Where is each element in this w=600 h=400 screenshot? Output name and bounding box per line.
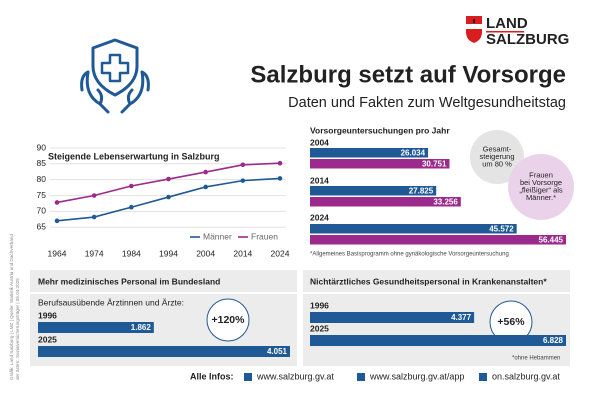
category-label: 1996 bbox=[38, 310, 57, 320]
x-tick-label: 1984 bbox=[122, 248, 141, 258]
point bbox=[240, 178, 246, 183]
point bbox=[91, 214, 97, 220]
category-label: 2024 bbox=[310, 212, 329, 222]
subtitle: Daten und Fakten zum Weltgesundheitstag bbox=[288, 95, 566, 111]
annotation: um 80 % bbox=[482, 159, 512, 168]
source: Grafik: Land Salzburg | LMZ | Quelle: St… bbox=[9, 234, 20, 380]
annotation: Gesamt- bbox=[483, 144, 512, 153]
point bbox=[54, 218, 60, 224]
logo-text: SALZBURG bbox=[486, 31, 569, 48]
bar bbox=[310, 148, 429, 158]
bubble bbox=[470, 130, 524, 184]
bar bbox=[38, 346, 290, 357]
bar bbox=[310, 335, 566, 346]
bar bbox=[310, 235, 566, 245]
point bbox=[277, 176, 283, 181]
point bbox=[129, 183, 134, 189]
y-tick-label: 70 bbox=[37, 206, 47, 216]
x-tick-label: 2004 bbox=[196, 248, 215, 258]
title: Salzburg setzt auf Vorsorge bbox=[250, 61, 566, 88]
point bbox=[54, 200, 60, 205]
x-tick-label: 2014 bbox=[233, 248, 252, 258]
point bbox=[203, 169, 208, 175]
value-label: 4.377 bbox=[451, 313, 472, 322]
annotation: Männer.* bbox=[526, 193, 556, 202]
chart-title: Vorsorgeuntersuchungen pro Jahr bbox=[310, 125, 450, 135]
bar bbox=[310, 159, 450, 169]
x-tick-label: 1994 bbox=[159, 248, 178, 258]
x-tick-label: 2024 bbox=[271, 248, 290, 258]
y-tick-label: 65 bbox=[37, 221, 47, 231]
category-label: 2025 bbox=[310, 323, 329, 333]
point bbox=[166, 194, 171, 200]
category-label: 2014 bbox=[310, 175, 329, 185]
value-label: 30.751 bbox=[422, 159, 447, 168]
point bbox=[240, 162, 246, 168]
chart-title: Mehr medizinisches Personal im Bundeslan… bbox=[38, 276, 220, 286]
annotation: bei Vorsorge bbox=[520, 178, 562, 187]
category-label: 2025 bbox=[38, 334, 57, 344]
y-tick-label: 90 bbox=[37, 142, 47, 152]
chart-title: Nichtärztliches Gesundheitspersonal in K… bbox=[310, 276, 547, 286]
y-tick-label: 80 bbox=[37, 174, 47, 184]
bar bbox=[310, 197, 461, 207]
footer-link[interactable]: www.salzburg.gv.at bbox=[256, 371, 334, 381]
legend-label: Männer bbox=[203, 231, 232, 241]
note: *Allgemeines Basisprogramm ohne gynäkolo… bbox=[310, 252, 509, 258]
panel bbox=[30, 140, 292, 264]
value-label: 45.572 bbox=[489, 224, 514, 233]
bar bbox=[38, 322, 154, 333]
link-icon bbox=[357, 373, 365, 381]
annotation: steigerung bbox=[479, 152, 514, 161]
legend-label: Frauen bbox=[251, 231, 278, 241]
y-tick-label: 75 bbox=[37, 190, 47, 200]
point bbox=[129, 204, 134, 210]
annotation: „fleißiger“ als bbox=[519, 186, 563, 195]
link-icon bbox=[244, 373, 252, 381]
bar bbox=[310, 186, 437, 196]
link-icon bbox=[479, 373, 487, 381]
x-tick-label: 1974 bbox=[85, 248, 104, 258]
badge-text: +56% bbox=[497, 316, 525, 328]
chart-title: Steigende Lebenserwartung in Salzburg bbox=[48, 151, 220, 161]
value-label: 1.862 bbox=[131, 323, 152, 332]
footer-link[interactable]: on.salzburg.gv.at bbox=[492, 371, 560, 381]
y-tick-label: 85 bbox=[37, 158, 47, 168]
badge bbox=[206, 298, 250, 342]
value-label: 33.256 bbox=[433, 197, 458, 206]
point bbox=[277, 160, 283, 166]
footer-link[interactable]: www.salzburg.gv.at/app bbox=[369, 371, 464, 381]
value-label: 4.051 bbox=[267, 347, 288, 356]
logo-text: LAND bbox=[486, 15, 528, 32]
annotation: Frauen bbox=[529, 171, 553, 180]
value-label: 26.034 bbox=[401, 148, 426, 157]
category-label: 1996 bbox=[310, 300, 329, 310]
bubble bbox=[508, 154, 574, 220]
footer-label: Alle Infos: bbox=[190, 371, 234, 381]
health-icon bbox=[80, 38, 150, 114]
value-label: 27.825 bbox=[409, 186, 434, 195]
source-text: der österr. Sozialversicherungsträger | … bbox=[15, 278, 20, 380]
chart-subtitle: Berufsausübende Ärztinnen und Ärzte: bbox=[38, 297, 184, 307]
bar bbox=[310, 312, 475, 323]
category-label: 2004 bbox=[310, 137, 329, 147]
point bbox=[166, 176, 171, 182]
value-label: 6.828 bbox=[543, 336, 564, 345]
source-text: Grafik: Land Salzburg | LMZ | Quelle: St… bbox=[9, 234, 14, 380]
bar bbox=[310, 224, 517, 234]
value-label: 56.445 bbox=[539, 235, 564, 244]
point bbox=[91, 193, 97, 198]
x-tick-label: 1964 bbox=[48, 248, 67, 258]
note: *ohne Hebammen bbox=[512, 356, 560, 362]
logo: LAND SALZBURG bbox=[466, 15, 569, 48]
point bbox=[203, 184, 208, 190]
badge-text: +120% bbox=[212, 314, 246, 326]
